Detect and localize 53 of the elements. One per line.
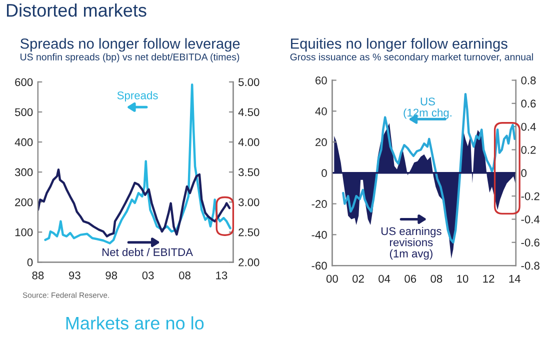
- x-tick-label: 12: [483, 274, 494, 283]
- y2-tick-label: 3.50: [238, 168, 260, 176]
- y-tick-label: -40: [312, 230, 327, 239]
- x-tick-label: 04: [378, 274, 390, 283]
- y-tick-label: 400: [14, 138, 33, 146]
- y2-tick-label: 5.00: [238, 78, 260, 86]
- y-tick-label: -60: [312, 262, 327, 270]
- y2-tick-label: 2.50: [238, 228, 260, 236]
- x-tick-label: 03: [142, 271, 154, 280]
- x-tick-label: 93: [68, 271, 80, 280]
- x-tick-label: 08: [179, 271, 190, 280]
- y2-tick-label: 0.4: [521, 122, 536, 131]
- y2-tick-label: 0.6: [521, 100, 536, 108]
- y-tick-label: 40: [315, 107, 327, 116]
- x-tick-label: 98: [106, 271, 118, 280]
- y2-tick-label: 3.00: [238, 198, 260, 206]
- y-tick-label: 300: [14, 168, 33, 176]
- x-tick-label: 14: [509, 274, 520, 283]
- x-tick-label: 10: [457, 274, 468, 283]
- x-tick-label: 08: [430, 274, 442, 283]
- legend-label: US earnings revisions (1m avg): [381, 226, 442, 260]
- y2-tick-label: 0: [521, 169, 527, 178]
- text: Markets are no lo: [66, 316, 204, 330]
- y-tick-label: 600: [15, 78, 33, 86]
- chart-subtitle: Gross issuance as % secondary market turnover, annual: [290, 53, 533, 62]
- y2-tick-label: -0.8: [521, 262, 540, 270]
- legend-label: Net debt / EBITDA: [102, 248, 193, 256]
- y2-tick-label: 0.8: [521, 76, 536, 84]
- y2-tick-label: 4.00: [238, 138, 260, 146]
- text: Spreads: [117, 91, 158, 102]
- y-tick-label: 500: [14, 108, 33, 116]
- y-tick-label: 0: [27, 258, 33, 266]
- x-tick-label: 02: [352, 274, 364, 283]
- x-tick-label: 00: [326, 274, 338, 283]
- y2-tick-label: -0.4: [521, 215, 540, 224]
- y2-tick-label: 0.2: [521, 146, 536, 154]
- y-tick-label: 200: [15, 198, 33, 206]
- y-tick-label: 100: [15, 228, 33, 236]
- x-tick-label: 06: [404, 274, 416, 283]
- y-tick-label: -20: [312, 200, 327, 208]
- chart-subtitle: US nonfin spreads (bp) vs net debt/EBITDA (times): [20, 53, 240, 62]
- y2-tick-label: -0.6: [521, 238, 540, 247]
- y2-tick-label: -0.2: [521, 192, 540, 200]
- chart-title: Spreads no longer follow leverage: [20, 38, 240, 52]
- x-tick-label: 88: [32, 271, 44, 280]
- x-tick-label: 13: [216, 271, 228, 280]
- chart-title: Equities no longer follow earnings: [291, 38, 508, 52]
- y-tick-label: 20: [316, 138, 327, 146]
- y2-tick-label: 4.50: [238, 108, 260, 116]
- y2-tick-label: 2.00: [238, 258, 260, 266]
- y-tick-label: 0: [322, 169, 327, 178]
- y-tick-label: 60: [316, 76, 327, 84]
- text: Distorted markets: [6, 3, 146, 17]
